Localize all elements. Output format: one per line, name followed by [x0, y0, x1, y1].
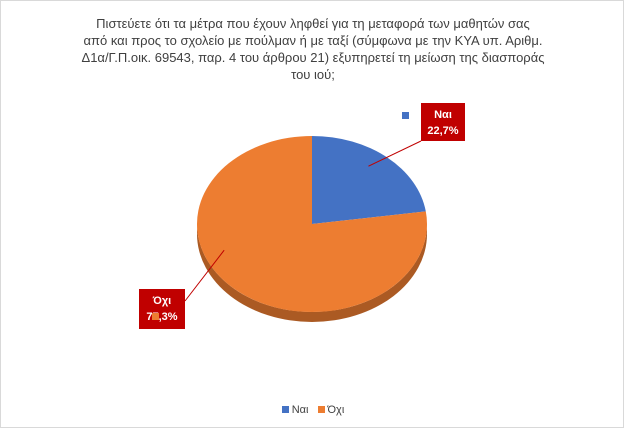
legend-swatch [317, 406, 325, 413]
chart-title-line: του ιού; [291, 67, 335, 82]
data-label-box [421, 103, 465, 141]
leader-line [368, 140, 422, 167]
data-label-name: Ναι [434, 109, 452, 121]
data-label-marker [152, 313, 159, 320]
legend-label: Ναι [291, 404, 309, 416]
legend-swatch [281, 406, 289, 413]
pie-slice [312, 136, 426, 224]
chart-title-line: Δ1α/Γ.Π.οικ. 69543, παρ. 4 του άρθρου 21… [81, 50, 545, 65]
data-label-box [139, 289, 185, 329]
legend-label: Όχι [327, 404, 345, 416]
leader-line [184, 249, 225, 302]
data-label-marker [402, 112, 409, 119]
data-label-value: 22,7% [427, 125, 458, 137]
chart-title: Πιστεύετε ότι τα μέτρα που έχουν ληφθεί … [51, 15, 575, 83]
chart-title-line: από και προς το σχολείο με πούλμαν ή με … [83, 33, 543, 48]
legend: Ναι Όχι [1, 404, 624, 416]
chart-title-line: Πιστεύετε ότι τα μέτρα που έχουν ληφθεί … [96, 16, 530, 31]
data-label-value: 77,3% [146, 311, 177, 323]
legend-item: Όχι [317, 404, 345, 416]
legend-item: Ναι [281, 404, 309, 416]
data-label-name: Όχι [152, 295, 171, 307]
pie-slice [196, 136, 427, 312]
